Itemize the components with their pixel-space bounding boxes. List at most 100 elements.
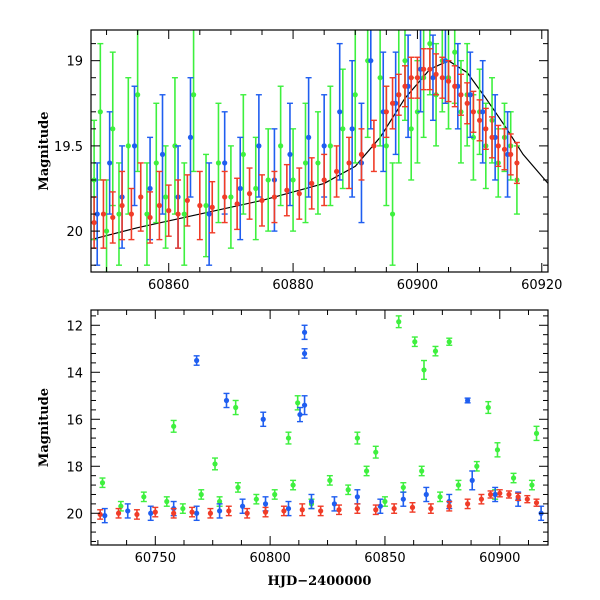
data-point [402,83,408,89]
data-point [184,197,190,204]
data-point [237,185,243,192]
series-o [97,489,540,520]
data-point [118,503,124,509]
data-point [301,402,308,408]
data-point [327,477,333,483]
data-point [318,508,324,514]
data-point [110,214,116,221]
data-point [455,482,462,488]
data-point [533,430,540,436]
data-point [421,66,427,72]
data-point [194,510,200,516]
data-point [244,510,250,516]
data-point [296,191,302,197]
data-point [446,339,452,345]
data-point [442,58,449,64]
data-point [377,75,383,81]
x-tick-label: 60800 [249,551,290,566]
data-point [414,109,421,115]
data-point [337,109,343,115]
data-point [428,505,434,512]
data-point [485,404,491,411]
data-point [363,468,370,474]
data-point [110,126,116,132]
data-point [285,505,292,512]
y-axis-label: Magnitude [37,111,52,190]
data-point [469,477,475,483]
data-point [246,191,253,197]
data-point [368,58,374,64]
data-point [494,447,501,453]
data-point [465,397,471,404]
data-point [340,126,346,132]
data-point [452,49,458,55]
data-point [373,507,379,513]
data-point [497,490,503,496]
data-point [445,78,452,84]
data-point [147,214,153,221]
data-point [501,146,508,152]
data-point [119,202,125,209]
y-tick-label: 16 [66,413,83,428]
data-point [235,484,241,491]
data-point [228,194,234,200]
data-point [480,109,486,115]
data-point [383,143,389,149]
data-point [446,503,452,509]
x-tick-label: 60850 [364,551,405,566]
x-tick-label: 60920 [521,278,562,293]
data-point [207,510,214,516]
series-c [94,30,511,266]
data-point [91,219,97,226]
series-g [91,30,520,272]
data-point [352,92,358,98]
data-point [508,151,514,158]
data-point [281,508,287,514]
y-tick-label: 12 [66,319,83,334]
data-point [128,211,135,217]
data-point [197,202,203,209]
data-point [489,134,495,140]
data-point [287,151,293,158]
data-point [99,480,106,486]
y-tick-label: 20 [66,225,83,240]
data-point [492,491,498,498]
data-point [194,357,200,364]
data-point [262,501,269,507]
data-point [321,143,327,149]
data-point [131,143,138,149]
data-point [301,350,308,357]
data-point [156,202,162,209]
plot-frame [90,309,549,546]
data-point [134,511,140,518]
data-point [299,507,305,513]
data-point [164,498,170,505]
data-point [284,187,290,193]
data-point [487,491,494,498]
data-point [256,143,262,149]
plot-frame [90,29,549,273]
data-point [272,491,278,498]
series-g [99,315,540,514]
data-point [171,510,177,516]
series-o [91,48,520,249]
data-point [383,109,389,115]
data-point [222,160,228,166]
data-point [159,151,166,158]
data-point [180,505,186,512]
data-point [172,143,178,149]
data-point [408,126,414,132]
data-point [432,348,439,354]
data-point [187,134,194,140]
data-point [115,510,122,516]
data-point [203,202,209,209]
data-point [206,211,212,217]
data-point [452,83,458,89]
data-point [297,411,303,418]
x-tick-label: 60860 [148,278,189,293]
data-point [100,211,107,217]
data-point [427,41,433,47]
y-axis-label: Magnitude [37,388,52,467]
y-tick-label: 20 [66,507,83,522]
data-point [163,194,169,200]
